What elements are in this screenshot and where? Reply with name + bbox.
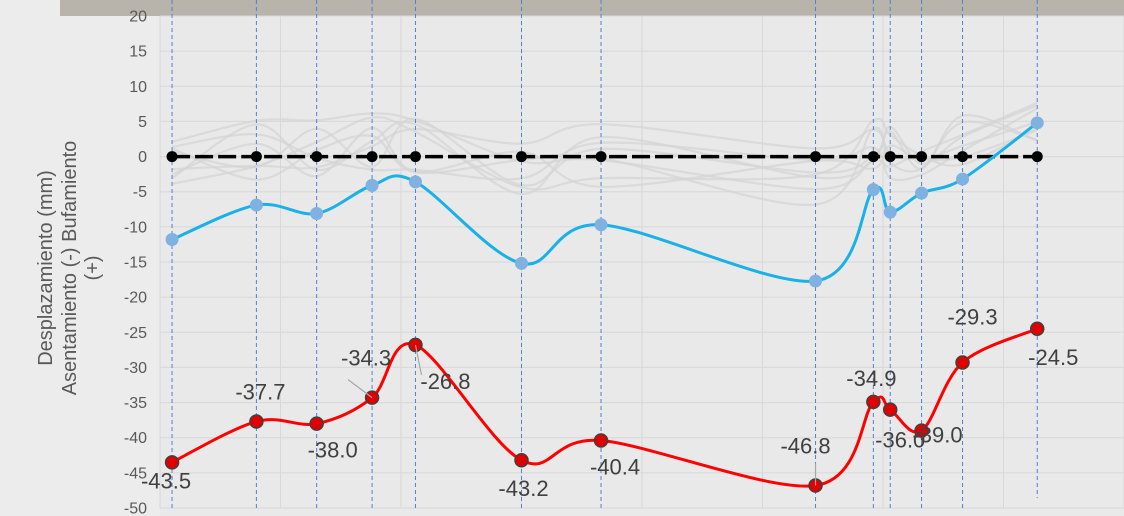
data-label: -26.8 <box>420 369 470 394</box>
guide-lines <box>171 0 1038 508</box>
blue-point <box>594 218 608 232</box>
blue-point <box>883 205 897 219</box>
y-tick-label: 0 <box>138 149 147 166</box>
blue-point <box>809 274 823 288</box>
data-label: -36.0 <box>875 428 925 453</box>
red-point <box>866 394 881 410</box>
data-label: -37.7 <box>235 380 285 405</box>
data-label: -29.3 <box>947 305 997 330</box>
data-label: -43.5 <box>141 468 191 493</box>
data-label: -43.2 <box>498 476 548 501</box>
red-point <box>955 355 970 370</box>
y-tick-label: -20 <box>124 290 147 307</box>
blue-point <box>866 183 880 197</box>
data-label: -34.9 <box>846 366 896 391</box>
y-tick-label: -30 <box>124 360 147 377</box>
y-tick-label: -25 <box>124 325 147 342</box>
y-tick-label: -40 <box>124 430 147 447</box>
red-point <box>514 452 529 468</box>
y-tick-label: 10 <box>129 79 147 96</box>
data-label: -46.8 <box>780 434 830 459</box>
y-axis-title: Desplazamiento (mm) Asentamiento (-) Bufa… <box>35 141 104 396</box>
data-label: -34.3 <box>341 346 391 371</box>
baseline-point <box>810 151 822 163</box>
baseline-point <box>366 151 378 163</box>
photo-strip <box>60 0 1124 16</box>
label-leader <box>347 379 373 399</box>
data-label: -24.5 <box>1028 345 1078 370</box>
baseline-point <box>409 151 421 163</box>
label-leader <box>414 344 423 376</box>
y-axis-title-line: Desplazamiento (mm) <box>35 170 57 366</box>
y-tick-label: 5 <box>138 114 147 131</box>
red-point <box>164 455 180 470</box>
red-point <box>882 402 898 417</box>
blue-point <box>956 172 970 186</box>
y-tick-label: -50 <box>124 501 147 516</box>
y-axis-title-line: Asentamiento (-) Bufamiento <box>59 141 81 396</box>
y-tick-label: -5 <box>133 184 147 201</box>
blue-point <box>1030 116 1044 130</box>
blue-point <box>515 256 528 270</box>
red-point <box>914 423 929 438</box>
baseline-point <box>166 151 178 163</box>
y-tick-label: -15 <box>124 255 147 272</box>
y-tick-label: 20 <box>129 9 147 26</box>
baseline-point <box>250 151 262 163</box>
baseline-point <box>595 151 607 163</box>
y-tick-label: -35 <box>124 395 147 412</box>
baseline-point <box>957 151 969 163</box>
blue-point <box>249 198 263 212</box>
red-point <box>593 433 609 448</box>
series-group <box>164 116 1045 493</box>
baseline-point <box>516 151 527 163</box>
blue-point <box>915 186 929 200</box>
baseline-point <box>311 151 323 163</box>
data-label: -39.0 <box>912 423 962 448</box>
baseline-point <box>867 151 879 163</box>
y-tick-label: -45 <box>124 465 147 482</box>
blue-point <box>408 175 422 189</box>
data-label: -38.0 <box>308 438 358 463</box>
red-point <box>309 416 324 431</box>
blue-point <box>310 207 324 221</box>
y-tick-label: 15 <box>129 44 147 61</box>
red-point <box>249 414 264 429</box>
blue-point <box>365 178 379 192</box>
baseline-point <box>1031 151 1043 163</box>
baseline-point <box>884 151 896 163</box>
data-label: -40.4 <box>590 455 640 480</box>
baseline-point <box>916 151 928 163</box>
y-axis-title-line: (+) <box>82 256 104 281</box>
y-tick-label: -10 <box>124 219 147 236</box>
red-point <box>1029 321 1045 337</box>
y-axis-ticks: 20 15 10 5 0 -5 -10 -15 -20 -25 -30 -35 -40 -45 -50 <box>124 9 147 516</box>
blue-point <box>165 233 179 247</box>
data-labels: -43.5 -37.7 -38.0 -34.3 -26.8 -43.2 -40.4 -46.8… <box>141 305 1078 502</box>
